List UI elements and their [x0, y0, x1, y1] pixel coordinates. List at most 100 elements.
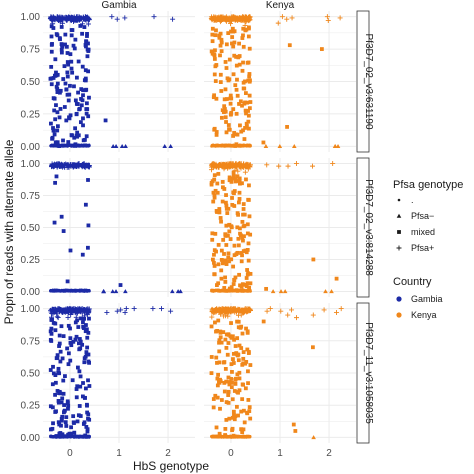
- data-point: [243, 19, 249, 25]
- data-point: [49, 326, 54, 331]
- panel-gambia-row-2: [43, 158, 195, 297]
- data-point: [226, 255, 231, 260]
- data-point: [51, 26, 56, 30]
- data-point: [229, 335, 234, 340]
- data-point: [54, 32, 59, 36]
- data-point: [86, 245, 90, 250]
- data-point: [234, 288, 239, 293]
- data-point: [223, 275, 228, 280]
- data-point: [227, 380, 232, 384]
- data-point: [244, 326, 248, 331]
- data-point: [261, 319, 266, 324]
- data-point: [79, 144, 82, 148]
- data-point: [220, 199, 225, 204]
- data-point: [70, 289, 74, 293]
- data-point: [61, 391, 66, 396]
- panel-gambia-row-3: [43, 303, 195, 443]
- data-point: [235, 174, 240, 179]
- data-point: [246, 435, 249, 439]
- data-point: [159, 306, 165, 312]
- data-point: [236, 312, 242, 318]
- data-point: [218, 31, 223, 36]
- data-point: [240, 331, 245, 336]
- data-point: [243, 108, 248, 113]
- data-point: [241, 33, 245, 38]
- data-point: [123, 289, 128, 294]
- panels-layer: [43, 11, 356, 443]
- data-point: [103, 118, 108, 123]
- data-point: [218, 335, 223, 340]
- data-point: [87, 95, 91, 100]
- data-point: [208, 164, 214, 170]
- data-point: [231, 264, 236, 269]
- data-point: [81, 381, 85, 385]
- data-point: [232, 389, 237, 393]
- data-point: [110, 289, 116, 294]
- data-point: [222, 389, 227, 394]
- data-point: [53, 15, 57, 19]
- data-point: [238, 165, 244, 171]
- data-point: [221, 238, 226, 242]
- data-point: [231, 288, 235, 292]
- data-point: [86, 330, 91, 335]
- data-point: [55, 81, 60, 86]
- data-point: [233, 179, 238, 184]
- data-point: [110, 144, 116, 149]
- data-point: [59, 324, 64, 329]
- data-point: [82, 25, 87, 29]
- data-point: [233, 377, 238, 382]
- data-point: [233, 344, 238, 348]
- legend-key-plus: [396, 245, 402, 251]
- data-point: [238, 283, 242, 288]
- data-point: [59, 25, 64, 29]
- data-point: [241, 350, 246, 354]
- data-point: [78, 374, 83, 379]
- data-point: [220, 108, 225, 113]
- data-point: [49, 331, 54, 336]
- data-point: [213, 33, 218, 38]
- data-point: [237, 190, 242, 195]
- data-point: [224, 120, 228, 124]
- data-point: [69, 33, 74, 38]
- data-point: [230, 397, 235, 402]
- data-point: [85, 31, 89, 36]
- data-point: [229, 110, 234, 115]
- data-point: [78, 24, 83, 28]
- data-point: [270, 289, 276, 294]
- data-point: [311, 435, 316, 440]
- data-point: [54, 409, 58, 414]
- panel-gambia-row-1: [43, 11, 195, 152]
- data-point: [51, 126, 55, 130]
- data-point: [245, 329, 250, 334]
- data-point: [321, 307, 327, 313]
- data-point: [53, 307, 59, 313]
- data-point: [234, 351, 239, 355]
- data-point: [294, 315, 300, 321]
- data-point: [240, 397, 245, 402]
- data-point: [49, 34, 54, 39]
- data-point: [65, 74, 70, 79]
- data-point: [64, 164, 70, 170]
- data-point: [60, 43, 64, 48]
- data-point: [242, 169, 248, 175]
- data-point: [85, 54, 90, 59]
- data-point: [221, 185, 225, 190]
- data-point: [54, 174, 59, 179]
- data-point: [73, 435, 77, 439]
- data-point: [78, 339, 83, 344]
- data-point: [84, 323, 88, 327]
- data-point: [50, 21, 56, 27]
- data-point: [224, 200, 228, 205]
- x-tick-label: 0: [67, 448, 73, 459]
- data-point: [235, 307, 238, 311]
- data-point: [211, 397, 216, 401]
- data-point: [238, 325, 243, 330]
- data-point: [58, 391, 63, 396]
- data-point: [215, 395, 220, 400]
- data-point: [234, 310, 238, 313]
- data-point: [219, 219, 223, 224]
- data-point: [57, 163, 63, 169]
- data-point: [241, 356, 246, 361]
- x-tick-label: 1: [116, 448, 122, 459]
- data-point: [213, 307, 219, 313]
